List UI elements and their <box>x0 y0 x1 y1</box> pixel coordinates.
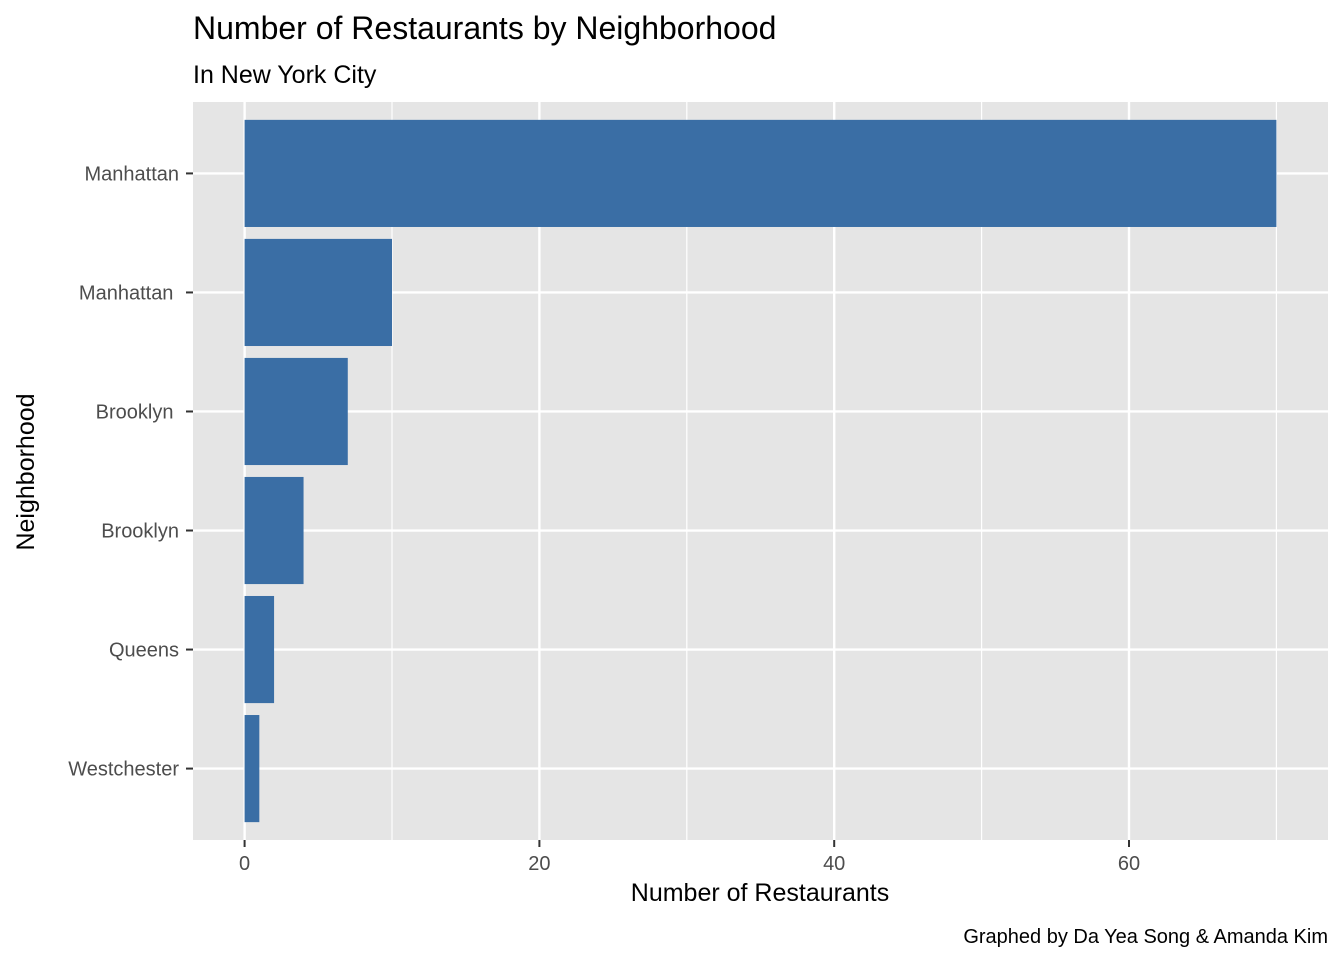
chart-title: Number of Restaurants by Neighborhood <box>193 10 776 46</box>
chart-subtitle: In New York City <box>193 61 377 89</box>
chart-caption: Graphed by Da Yea Song & Amanda Kim <box>963 926 1328 948</box>
x-axis: 0 20 40 60 <box>239 840 1140 875</box>
y-tick-label: Brooklyn <box>96 401 179 423</box>
bar <box>244 357 348 466</box>
x-tick-label: 40 <box>823 853 845 875</box>
bar <box>244 476 304 585</box>
x-axis-title: Number of Restaurants <box>631 879 889 907</box>
y-tick-label: Manhattan <box>79 282 179 304</box>
bars <box>244 119 1277 823</box>
y-tick-label: Queens <box>109 640 179 662</box>
x-tick-label: 60 <box>1118 853 1140 875</box>
y-tick-label: Manhattan <box>84 163 179 185</box>
y-axis-title: Neighborhood <box>12 393 40 550</box>
y-axis: Manhattan Manhattan Brooklyn Brooklyn Quee… <box>68 163 193 781</box>
y-tick-label: Westchester <box>68 759 179 781</box>
x-tick-label: 20 <box>528 853 550 875</box>
bar <box>244 119 1277 227</box>
x-tick-label: 0 <box>239 853 250 875</box>
bar <box>244 238 392 347</box>
bar <box>244 595 275 704</box>
bar <box>244 715 260 823</box>
y-tick-label: Brooklyn <box>101 521 179 543</box>
